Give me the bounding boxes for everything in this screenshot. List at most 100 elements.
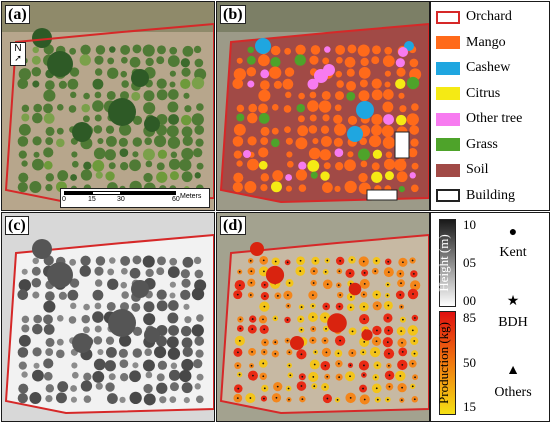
height-canopy xyxy=(193,256,202,265)
kent-marker xyxy=(376,329,378,332)
classified-tree xyxy=(247,158,259,171)
kent-marker xyxy=(326,283,329,286)
tree-canopy xyxy=(80,44,91,55)
classified-tree xyxy=(409,58,419,68)
height-canopy xyxy=(45,337,55,347)
legend-label: Orchard xyxy=(466,9,512,24)
classified-tree xyxy=(298,184,307,192)
height-canopy xyxy=(107,278,119,290)
classified-tree xyxy=(320,171,330,181)
classified-tree xyxy=(271,138,280,148)
kent-marker xyxy=(411,329,414,332)
classified-tree xyxy=(335,44,346,55)
height-canopy xyxy=(109,257,116,264)
tree-canopy xyxy=(83,161,92,170)
classified-tree xyxy=(233,123,246,136)
tree-canopy xyxy=(180,58,190,68)
classified-tree xyxy=(383,114,394,125)
tree-canopy xyxy=(182,45,194,57)
classified-tree xyxy=(394,158,407,172)
height-canopy xyxy=(119,334,132,347)
tree-canopy xyxy=(69,47,77,55)
kent-marker xyxy=(349,364,352,367)
kent-marker xyxy=(237,387,240,390)
classified-tree xyxy=(259,80,270,90)
kent-marker xyxy=(262,362,265,365)
kent-marker xyxy=(388,385,391,388)
classified-tree xyxy=(323,64,335,76)
kent-marker xyxy=(336,398,339,401)
height-canopy xyxy=(194,336,205,346)
tree-canopy xyxy=(18,123,31,136)
tree-canopy xyxy=(194,172,201,179)
kent-marker xyxy=(237,351,239,354)
height-canopy xyxy=(132,348,143,358)
kent-marker xyxy=(362,351,365,354)
production-title: Production (kg) xyxy=(436,322,451,404)
tree-canopy xyxy=(81,103,90,113)
height-canopy xyxy=(31,277,42,288)
tree-canopy xyxy=(169,46,178,55)
classified-tree xyxy=(406,113,419,126)
classified-tree xyxy=(284,47,292,55)
kent-symbol-icon: ● xyxy=(508,225,518,240)
kent-marker xyxy=(349,306,352,309)
tree-canopy xyxy=(93,147,106,160)
classified-tree xyxy=(298,161,307,170)
kent-marker xyxy=(239,327,242,330)
height-canopy xyxy=(108,309,136,337)
classified-tree xyxy=(347,115,358,125)
kent-marker xyxy=(386,294,389,297)
tree-canopy xyxy=(17,181,28,193)
kent-marker xyxy=(312,282,315,284)
tree-canopy xyxy=(167,136,181,149)
classified-tree xyxy=(356,101,374,119)
tree-canopy xyxy=(94,114,102,122)
orchard-boundary xyxy=(4,22,214,204)
tree-canopy xyxy=(21,104,30,113)
kent-marker xyxy=(351,352,354,354)
tree-canopy xyxy=(43,103,53,114)
kent-marker xyxy=(286,294,289,297)
tree-canopy xyxy=(71,160,79,168)
kent-marker xyxy=(413,340,416,342)
legend-swatch xyxy=(436,112,460,126)
classified-tree xyxy=(284,126,291,133)
tree-canopy xyxy=(145,57,154,67)
height-canopy xyxy=(142,359,155,372)
tree-canopy xyxy=(196,103,204,111)
tree-canopy xyxy=(58,80,67,89)
classified-tree xyxy=(236,104,245,113)
kent-marker xyxy=(375,259,378,262)
height-canopy xyxy=(32,239,52,259)
kent-marker xyxy=(376,304,379,307)
tree-canopy xyxy=(181,126,193,138)
height-canopy xyxy=(118,348,128,358)
classified-tree xyxy=(344,56,356,68)
classified-tree xyxy=(232,181,243,193)
tree-canopy xyxy=(131,91,141,101)
classified-tree xyxy=(247,136,257,146)
classified-tree xyxy=(236,57,243,64)
height-canopy xyxy=(120,255,131,266)
height-canopy xyxy=(71,362,78,369)
tree-canopy xyxy=(194,58,204,68)
tree-canopy xyxy=(193,148,203,158)
classified-tree xyxy=(398,186,405,193)
classified-tree xyxy=(273,80,282,89)
tree-canopy xyxy=(92,100,104,112)
kent-marker xyxy=(263,305,266,308)
classified-tree xyxy=(285,174,293,181)
kent-marker xyxy=(276,385,279,388)
classified-tree xyxy=(369,135,382,148)
classified-tree xyxy=(358,172,368,183)
height-canopy xyxy=(43,358,54,369)
tree-canopy xyxy=(44,80,55,90)
classified-tree xyxy=(323,162,331,170)
tree-canopy xyxy=(121,56,128,64)
classified-tree xyxy=(409,172,416,179)
height-canopy xyxy=(69,278,80,288)
classified-tree xyxy=(232,78,244,89)
classified-tree xyxy=(398,92,405,99)
classified-tree xyxy=(371,89,383,101)
